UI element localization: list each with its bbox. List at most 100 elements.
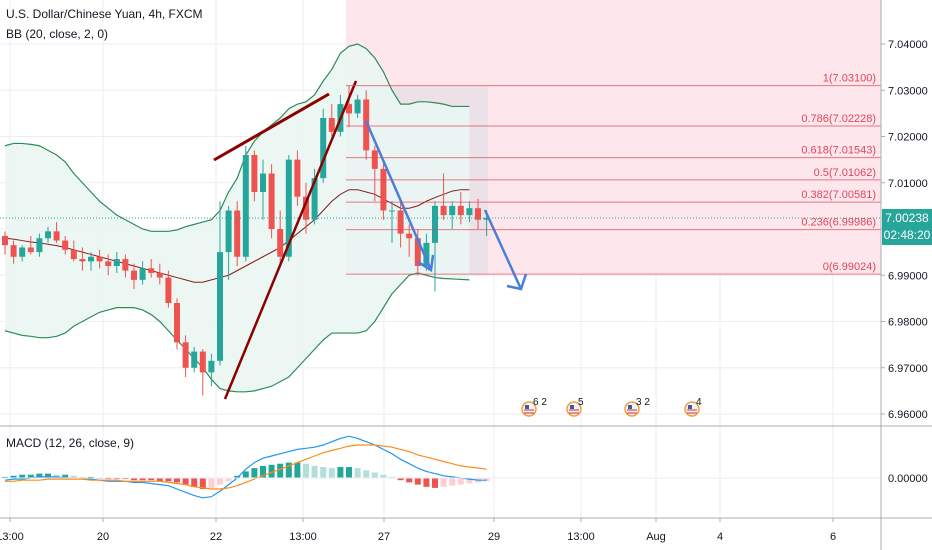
- macd-histogram-bar: [182, 478, 189, 485]
- event-marker[interactable]: 3 2: [624, 397, 650, 417]
- candle-body: [346, 104, 352, 114]
- candle-body: [148, 268, 155, 273]
- macd-histogram-bar: [346, 467, 352, 478]
- candle-body: [475, 208, 481, 220]
- fib-label: 0.618(7.01543): [801, 145, 876, 157]
- macd-histogram-bar: [131, 478, 137, 481]
- candle-body: [466, 208, 473, 216]
- candle-body: [320, 118, 327, 179]
- macd-histogram-bar: [217, 478, 223, 485]
- candle-body: [225, 210, 232, 253]
- macd-histogram-bar: [62, 474, 69, 478]
- candle-body: [363, 99, 370, 151]
- price-tick-label: 7.04000: [888, 39, 928, 51]
- candle-body: [36, 238, 43, 253]
- macd-histogram-bar: [260, 465, 266, 478]
- price-tick-label: 7.03000: [888, 85, 928, 97]
- macd-histogram-bar: [27, 474, 34, 478]
- candle-body: [285, 159, 292, 257]
- flag-canton: [570, 405, 574, 409]
- candle-body: [208, 360, 215, 373]
- time-tick-label: 22: [210, 531, 222, 543]
- price-tick-label: 6.96000: [888, 409, 928, 421]
- macd-histogram-bar: [105, 478, 112, 480]
- candle-body: [414, 238, 421, 266]
- time-tick-label: 20: [97, 531, 109, 543]
- candle-body: [156, 272, 163, 278]
- candle-body: [105, 261, 112, 266]
- candle-body: [311, 178, 318, 220]
- time-tick-label: 29: [488, 531, 500, 543]
- time-tick-label: 6: [830, 531, 836, 543]
- candle-body: [354, 99, 361, 114]
- macd-histogram-bar: [234, 475, 241, 478]
- candle-body: [432, 205, 438, 243]
- macd-histogram-bar: [242, 471, 249, 478]
- candle-body: [19, 247, 26, 257]
- candle-body: [53, 231, 60, 241]
- flag-canton: [628, 405, 632, 409]
- macd-histogram-bar: [139, 478, 146, 481]
- macd-histogram-bar: [423, 478, 430, 487]
- candle-body: [88, 256, 94, 262]
- candle-body: [45, 231, 51, 239]
- flag-canton: [525, 405, 529, 409]
- price-tick-label: 7.01000: [888, 178, 928, 190]
- candle-body: [251, 155, 258, 192]
- last-price-badge: [882, 208, 932, 245]
- macd-histogram-bar: [70, 475, 77, 478]
- macd-histogram-bar: [457, 478, 464, 485]
- macd-histogram-bar: [432, 478, 438, 488]
- macd-histogram-bar: [397, 478, 404, 481]
- candle-body: [131, 270, 137, 280]
- macd-histogram-bar: [2, 476, 8, 478]
- macd-histogram-bar: [320, 467, 327, 478]
- indicator-legend-bb: BB (20, close, 2, 0): [6, 27, 109, 41]
- event-count: 6 2: [533, 397, 547, 408]
- flag-canton: [688, 405, 692, 409]
- candle-countdown: 02:48:20: [884, 228, 931, 242]
- candle-body: [406, 233, 413, 239]
- time-tick-label: 13:00: [289, 531, 317, 543]
- time-tick-label: 27: [378, 531, 390, 543]
- macd-histogram-bar: [88, 476, 94, 478]
- price-tick-label: 6.99000: [888, 270, 928, 282]
- event-marker[interactable]: 5: [566, 397, 584, 417]
- bb-upper-line: [4, 43, 470, 232]
- macd-histogram-bar: [440, 478, 447, 487]
- arrowhead-2: [506, 273, 528, 291]
- price-tick-label: 6.97000: [888, 363, 928, 375]
- candle-body: [234, 210, 241, 257]
- candle-body: [70, 249, 77, 260]
- fib-label: 0.5(7.01062): [814, 167, 876, 179]
- candle-body: [139, 268, 146, 280]
- macd-histogram-bar: [36, 473, 43, 478]
- price-tick-label: 6.98000: [888, 317, 928, 329]
- event-marker[interactable]: 6 2: [521, 397, 547, 417]
- time-tick-label: 13:00: [567, 531, 595, 543]
- candle-body: [294, 159, 301, 197]
- macd-histogram-bar: [225, 478, 232, 482]
- macd-histogram-bar: [311, 465, 318, 478]
- macd-histogram-bar: [371, 472, 378, 478]
- candle-body: [423, 242, 430, 266]
- event-count: 5: [578, 397, 584, 408]
- macd-histogram-bar: [354, 468, 361, 478]
- signal-line: [5, 444, 487, 490]
- candle-body: [440, 205, 447, 216]
- macd-histogram-bar: [113, 478, 120, 480]
- macd-histogram-bar: [45, 473, 51, 478]
- candle-body: [449, 205, 456, 216]
- event-marker[interactable]: 4: [684, 397, 702, 417]
- forecast-arrow-2: [483, 209, 523, 290]
- macd-histogram-bar: [380, 474, 387, 478]
- macd-histogram-bar: [294, 462, 301, 478]
- candle-body: [380, 168, 387, 211]
- time-tick-label: 4: [717, 531, 723, 543]
- macd-histogram-bar: [303, 463, 309, 478]
- candle-body: [277, 229, 284, 257]
- economic-events[interactable]: 6 2 5 3 2 4: [521, 397, 702, 417]
- candle-body: [79, 259, 86, 262]
- macd-histogram-bar: [251, 468, 258, 478]
